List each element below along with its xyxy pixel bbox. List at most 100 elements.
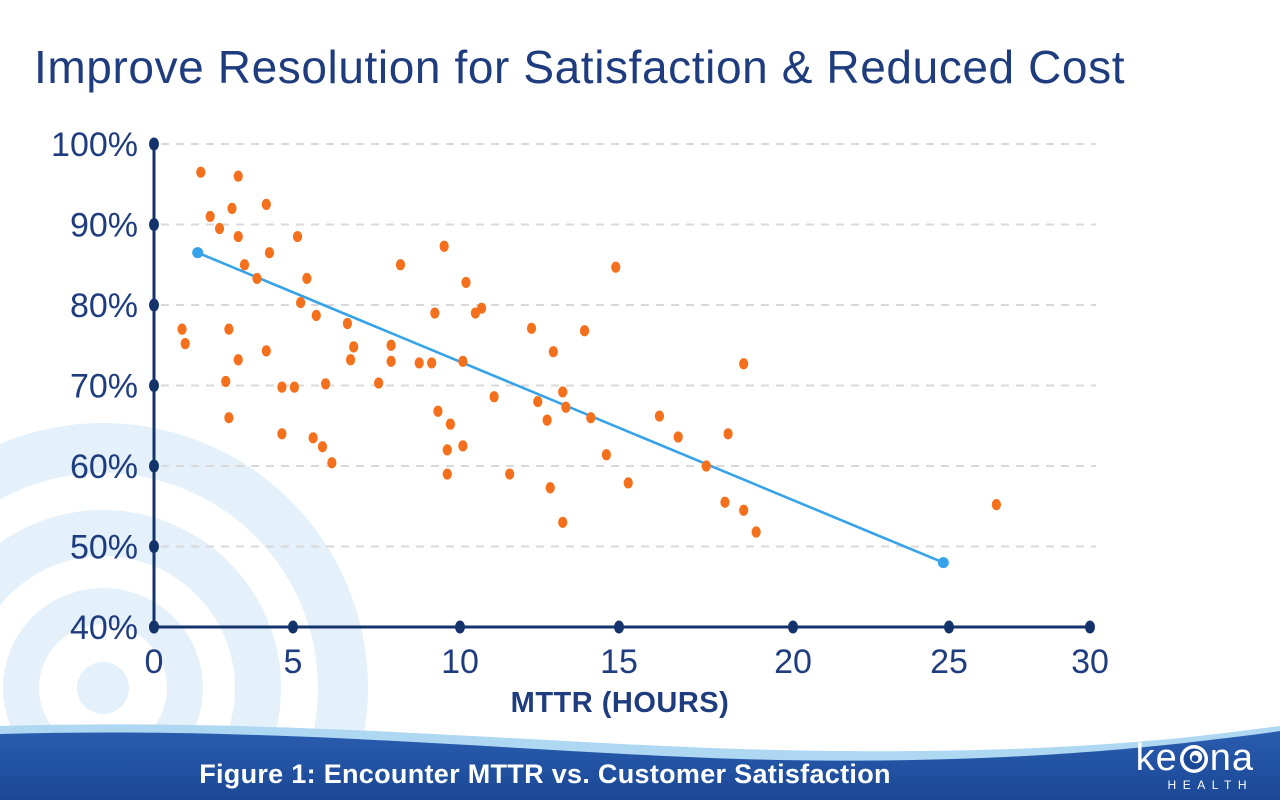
scatter-point (458, 355, 468, 367)
scatter-point (277, 428, 287, 440)
y-tick-dot (149, 540, 159, 553)
y-tick-label: 60% (70, 448, 138, 486)
scatter-point (579, 325, 590, 337)
scatter-point (545, 482, 555, 494)
scatter-point (548, 346, 558, 358)
x-tick-dot (944, 620, 954, 634)
scatter-point (477, 302, 487, 314)
trend-endpoint (937, 557, 949, 569)
trend-line (197, 251, 944, 564)
logo-brand-left: ke (1135, 737, 1178, 779)
scatter-point (701, 460, 711, 472)
scatter-point (386, 355, 396, 367)
wave-o-icon (1179, 745, 1208, 773)
dark-blue-wave (0, 731, 1280, 800)
x-tick-dot (288, 620, 298, 634)
x-tick-label: 0 (145, 643, 164, 681)
y-tick-dot (149, 218, 159, 231)
scatter-point (342, 317, 353, 330)
x-tick-label: 25 (930, 643, 968, 681)
scatter-point (442, 468, 452, 480)
scatter-point (654, 410, 665, 422)
scatter-point (180, 338, 190, 350)
scatter-point (751, 526, 761, 538)
scatter-point (542, 414, 552, 426)
scatter-point (673, 431, 683, 443)
logo-brand-right: na (1209, 737, 1254, 779)
y-tick-label: 70% (70, 368, 138, 406)
scatter-point (349, 341, 359, 353)
scatter-point (558, 516, 568, 528)
scatter-point (252, 272, 262, 285)
scatter-point (214, 222, 225, 235)
x-tick-dot (788, 620, 798, 634)
scatter-point (458, 440, 468, 452)
scatter-point (489, 391, 499, 403)
scatter-point (430, 307, 440, 319)
scatter-point (327, 457, 337, 469)
y-tick-label: 100% (51, 126, 138, 164)
scatter-point (561, 401, 571, 413)
scatter-point (723, 428, 733, 440)
watermark-ring (0, 423, 368, 800)
logo-subtitle: HEALTH (1167, 778, 1253, 792)
scatter-point (196, 166, 206, 178)
figure-caption: Figure 1: Encounter MTTR vs. Customer Sa… (199, 759, 891, 789)
scatter-point (261, 198, 271, 210)
y-tick-label: 90% (70, 207, 138, 245)
scatter-point (227, 202, 237, 214)
scatter-point (558, 386, 568, 398)
scatter-point (623, 477, 633, 489)
y-tick-dot (149, 459, 159, 473)
x-tick-dot (149, 620, 159, 634)
scatter-point (177, 323, 187, 335)
scatter-point (317, 441, 328, 453)
scatter-point (601, 449, 612, 461)
scatter-point (374, 377, 384, 389)
scatter-point (261, 345, 271, 357)
scatter-point (302, 272, 312, 285)
y-tick-dot (149, 379, 159, 392)
scatter-point (427, 357, 437, 369)
scatter-point (224, 323, 234, 335)
scatter-point (239, 259, 250, 271)
scatter-point (611, 261, 621, 273)
scatter-point (433, 405, 443, 417)
scatter-point (277, 381, 287, 393)
scatter-point (221, 375, 231, 388)
scatter-point (321, 378, 331, 390)
scatter-point (445, 418, 455, 430)
trend-endpoint (192, 247, 204, 259)
y-tick-label: 50% (70, 529, 138, 567)
scatter-point (308, 432, 318, 444)
scatter-point (386, 339, 396, 351)
scatter-point (439, 240, 449, 252)
scatter-point (442, 444, 452, 456)
scatter-point (526, 322, 537, 334)
scatter-point (414, 357, 424, 369)
scatter-point (289, 381, 299, 393)
watermark-core (77, 662, 129, 714)
scatter-point (296, 296, 306, 309)
scatter-point (233, 354, 243, 366)
scatter-point (586, 412, 596, 424)
scatter-point (991, 499, 1002, 511)
x-tick-label: 20 (774, 643, 812, 681)
x-tick-label: 5 (284, 643, 303, 681)
scatter-point (505, 468, 515, 480)
scatter-point (395, 259, 406, 271)
scatter-point (233, 170, 243, 182)
scatter-point (739, 358, 749, 370)
x-tick-label: 10 (441, 643, 479, 681)
watermark-ring (0, 510, 281, 800)
scatter-point (264, 247, 275, 259)
x-tick-dot (1085, 620, 1095, 634)
x-tick-label: 30 (1071, 643, 1109, 681)
scatter-point (233, 230, 243, 243)
scatter-point (461, 276, 471, 289)
keona-health-logo: ke na HEALTH (1136, 739, 1254, 792)
scatter-point (739, 504, 749, 516)
